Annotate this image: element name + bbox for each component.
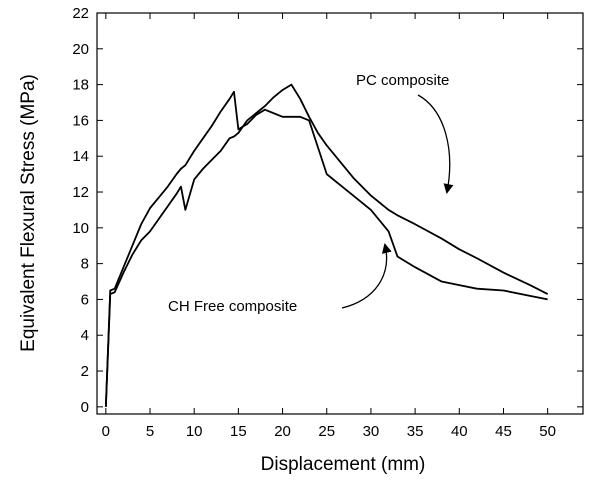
annotation-arrow (417, 94, 454, 194)
y-tick-label: 4 (81, 327, 89, 344)
y-tick-label: 10 (72, 220, 89, 237)
annotation-arrow (341, 243, 392, 309)
x-tick-label: 20 (274, 423, 291, 440)
x-tick-label: 45 (495, 423, 512, 440)
y-axis-title: Equivalent Flexural Stress (MPa) (18, 74, 39, 352)
x-tick-label: 15 (230, 423, 247, 440)
y-tick-label: 20 (72, 41, 89, 58)
x-tick-label: 35 (407, 423, 424, 440)
x-tick-label: 0 (102, 423, 110, 440)
y-tick-label: 2 (81, 363, 89, 380)
annotation: CH Free composite (168, 298, 297, 315)
x-tick-label: 40 (451, 423, 468, 440)
y-tick-label: 8 (81, 256, 89, 273)
x-tick-label: 30 (363, 423, 380, 440)
y-tick-label: 16 (72, 112, 89, 129)
x-tick-label: 25 (318, 423, 335, 440)
x-tick-label: 10 (186, 423, 203, 440)
y-tick-label: 22 (72, 5, 89, 22)
annotation: PC composite (356, 72, 449, 89)
y-tick-label: 18 (72, 77, 89, 94)
y-tick-label: 6 (81, 291, 89, 308)
data-line (104, 83, 549, 407)
x-tick-label: 5 (146, 423, 154, 440)
data-line (104, 90, 548, 407)
y-tick-label: 0 (81, 399, 89, 416)
plot-frame (96, 12, 584, 415)
x-tick-label: 50 (539, 423, 556, 440)
y-tick-label: 14 (72, 148, 89, 165)
x-axis-title: Displacement (mm) (261, 454, 426, 475)
y-tick-label: 12 (72, 184, 89, 201)
